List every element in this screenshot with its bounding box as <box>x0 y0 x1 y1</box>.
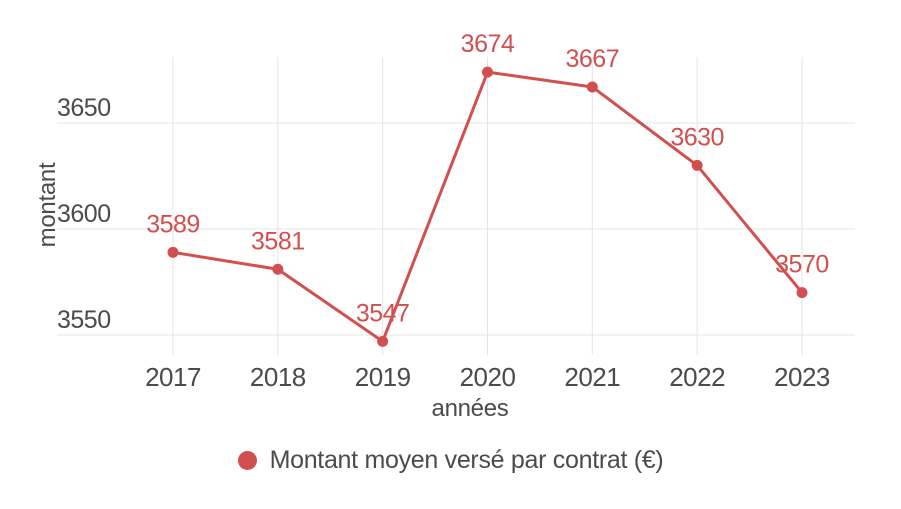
data-point-label: 3570 <box>775 251 829 279</box>
data-point <box>377 335 389 347</box>
y-tick-label: 3600 <box>57 200 111 228</box>
legend: Montant moyen versé par contrat (€) <box>0 446 901 475</box>
x-tick-label: 2023 <box>774 362 830 392</box>
y-tick-label: 3550 <box>57 306 111 334</box>
x-tick-label: 2022 <box>669 362 725 392</box>
data-point <box>691 159 703 171</box>
data-point <box>272 263 284 275</box>
x-tick-label: 2018 <box>250 362 306 392</box>
x-tick-label: 2020 <box>460 362 516 392</box>
data-point-label: 3581 <box>251 227 305 255</box>
data-point <box>796 287 808 299</box>
data-point <box>167 246 179 258</box>
data-point-label: 3589 <box>146 210 200 238</box>
data-point <box>481 66 493 78</box>
legend-label: Montant moyen versé par contrat (€) <box>269 446 664 474</box>
y-tick-label: 3650 <box>57 94 111 122</box>
legend-marker-icon <box>237 451 257 470</box>
x-axis-title: années <box>431 395 509 422</box>
data-point <box>586 81 598 93</box>
data-point-label: 3547 <box>356 299 410 327</box>
data-point-label: 3630 <box>670 123 724 151</box>
x-tick-label: 2019 <box>355 362 411 392</box>
y-axis-title: montant <box>34 162 61 248</box>
x-tick-label: 2017 <box>145 362 201 392</box>
data-point-label: 3674 <box>461 30 515 58</box>
x-tick-label: 2021 <box>564 362 620 392</box>
data-point-label: 3667 <box>566 45 620 73</box>
